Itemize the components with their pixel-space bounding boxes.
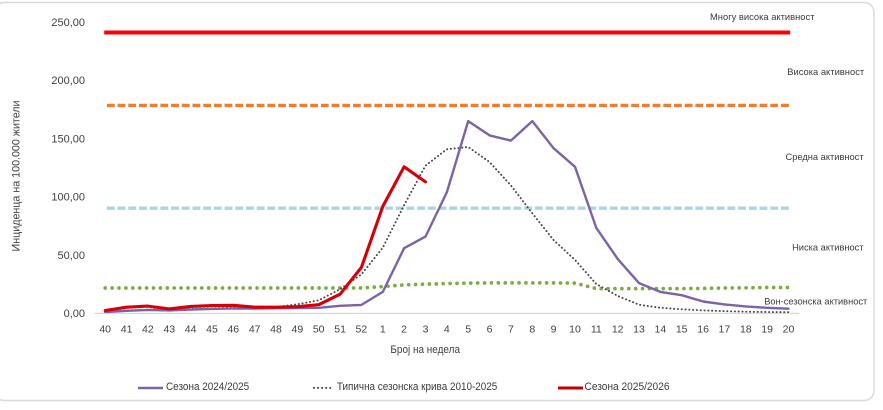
svg-text:5: 5 — [465, 323, 471, 335]
svg-text:42: 42 — [142, 323, 154, 335]
svg-text:8: 8 — [529, 323, 535, 335]
svg-text:14: 14 — [655, 323, 667, 335]
svg-text:18: 18 — [740, 323, 752, 335]
svg-text:15: 15 — [676, 323, 688, 335]
svg-text:200,00: 200,00 — [51, 75, 85, 87]
svg-text:Ниска активност: Ниска активност — [792, 242, 864, 253]
svg-text:2: 2 — [401, 323, 407, 335]
svg-text:Вон-сезонска активност: Вон-сезонска активност — [764, 297, 868, 308]
svg-text:Сезона 2024/2025: Сезона 2024/2025 — [166, 381, 249, 393]
svg-text:Сезона 2025/2026: Сезона 2025/2026 — [585, 381, 670, 393]
svg-text:150,00: 150,00 — [51, 133, 85, 145]
svg-text:4: 4 — [444, 323, 450, 335]
svg-text:50,00: 50,00 — [57, 250, 85, 262]
svg-text:Инциденца на 100.000 жители: Инциденца на 100.000 жители — [11, 101, 23, 252]
svg-text:Број на недела: Број на недела — [390, 344, 460, 356]
svg-text:Многу висока активност: Многу висока активност — [710, 12, 815, 23]
svg-text:49: 49 — [292, 323, 304, 335]
svg-text:50: 50 — [313, 323, 325, 335]
svg-text:46: 46 — [227, 323, 239, 335]
svg-text:48: 48 — [270, 323, 282, 335]
svg-text:13: 13 — [633, 323, 645, 335]
svg-text:Средна активност: Средна активност — [786, 152, 865, 163]
svg-text:43: 43 — [163, 323, 175, 335]
svg-text:40: 40 — [99, 323, 111, 335]
svg-text:17: 17 — [719, 323, 731, 335]
svg-text:44: 44 — [185, 323, 197, 335]
svg-text:51: 51 — [334, 323, 346, 335]
svg-text:0,00: 0,00 — [64, 308, 85, 320]
svg-text:19: 19 — [761, 323, 773, 335]
svg-text:45: 45 — [206, 323, 218, 335]
svg-text:Типична сезонска крива 2010-20: Типична сезонска крива 2010-2025 — [337, 381, 497, 393]
svg-text:100,00: 100,00 — [51, 192, 85, 204]
svg-text:11: 11 — [591, 323, 602, 335]
svg-text:7: 7 — [508, 323, 514, 335]
svg-text:10: 10 — [569, 323, 581, 335]
svg-text:1: 1 — [380, 323, 386, 335]
svg-text:47: 47 — [249, 323, 261, 335]
svg-text:16: 16 — [697, 323, 709, 335]
svg-text:12: 12 — [612, 323, 624, 335]
svg-text:9: 9 — [551, 323, 557, 335]
svg-text:250,00: 250,00 — [51, 17, 85, 29]
svg-text:52: 52 — [356, 323, 368, 335]
svg-text:41: 41 — [121, 323, 133, 335]
svg-text:3: 3 — [423, 323, 429, 335]
svg-text:20: 20 — [783, 323, 795, 335]
svg-text:Висока активност: Висока активност — [787, 67, 865, 78]
svg-text:6: 6 — [487, 323, 493, 335]
